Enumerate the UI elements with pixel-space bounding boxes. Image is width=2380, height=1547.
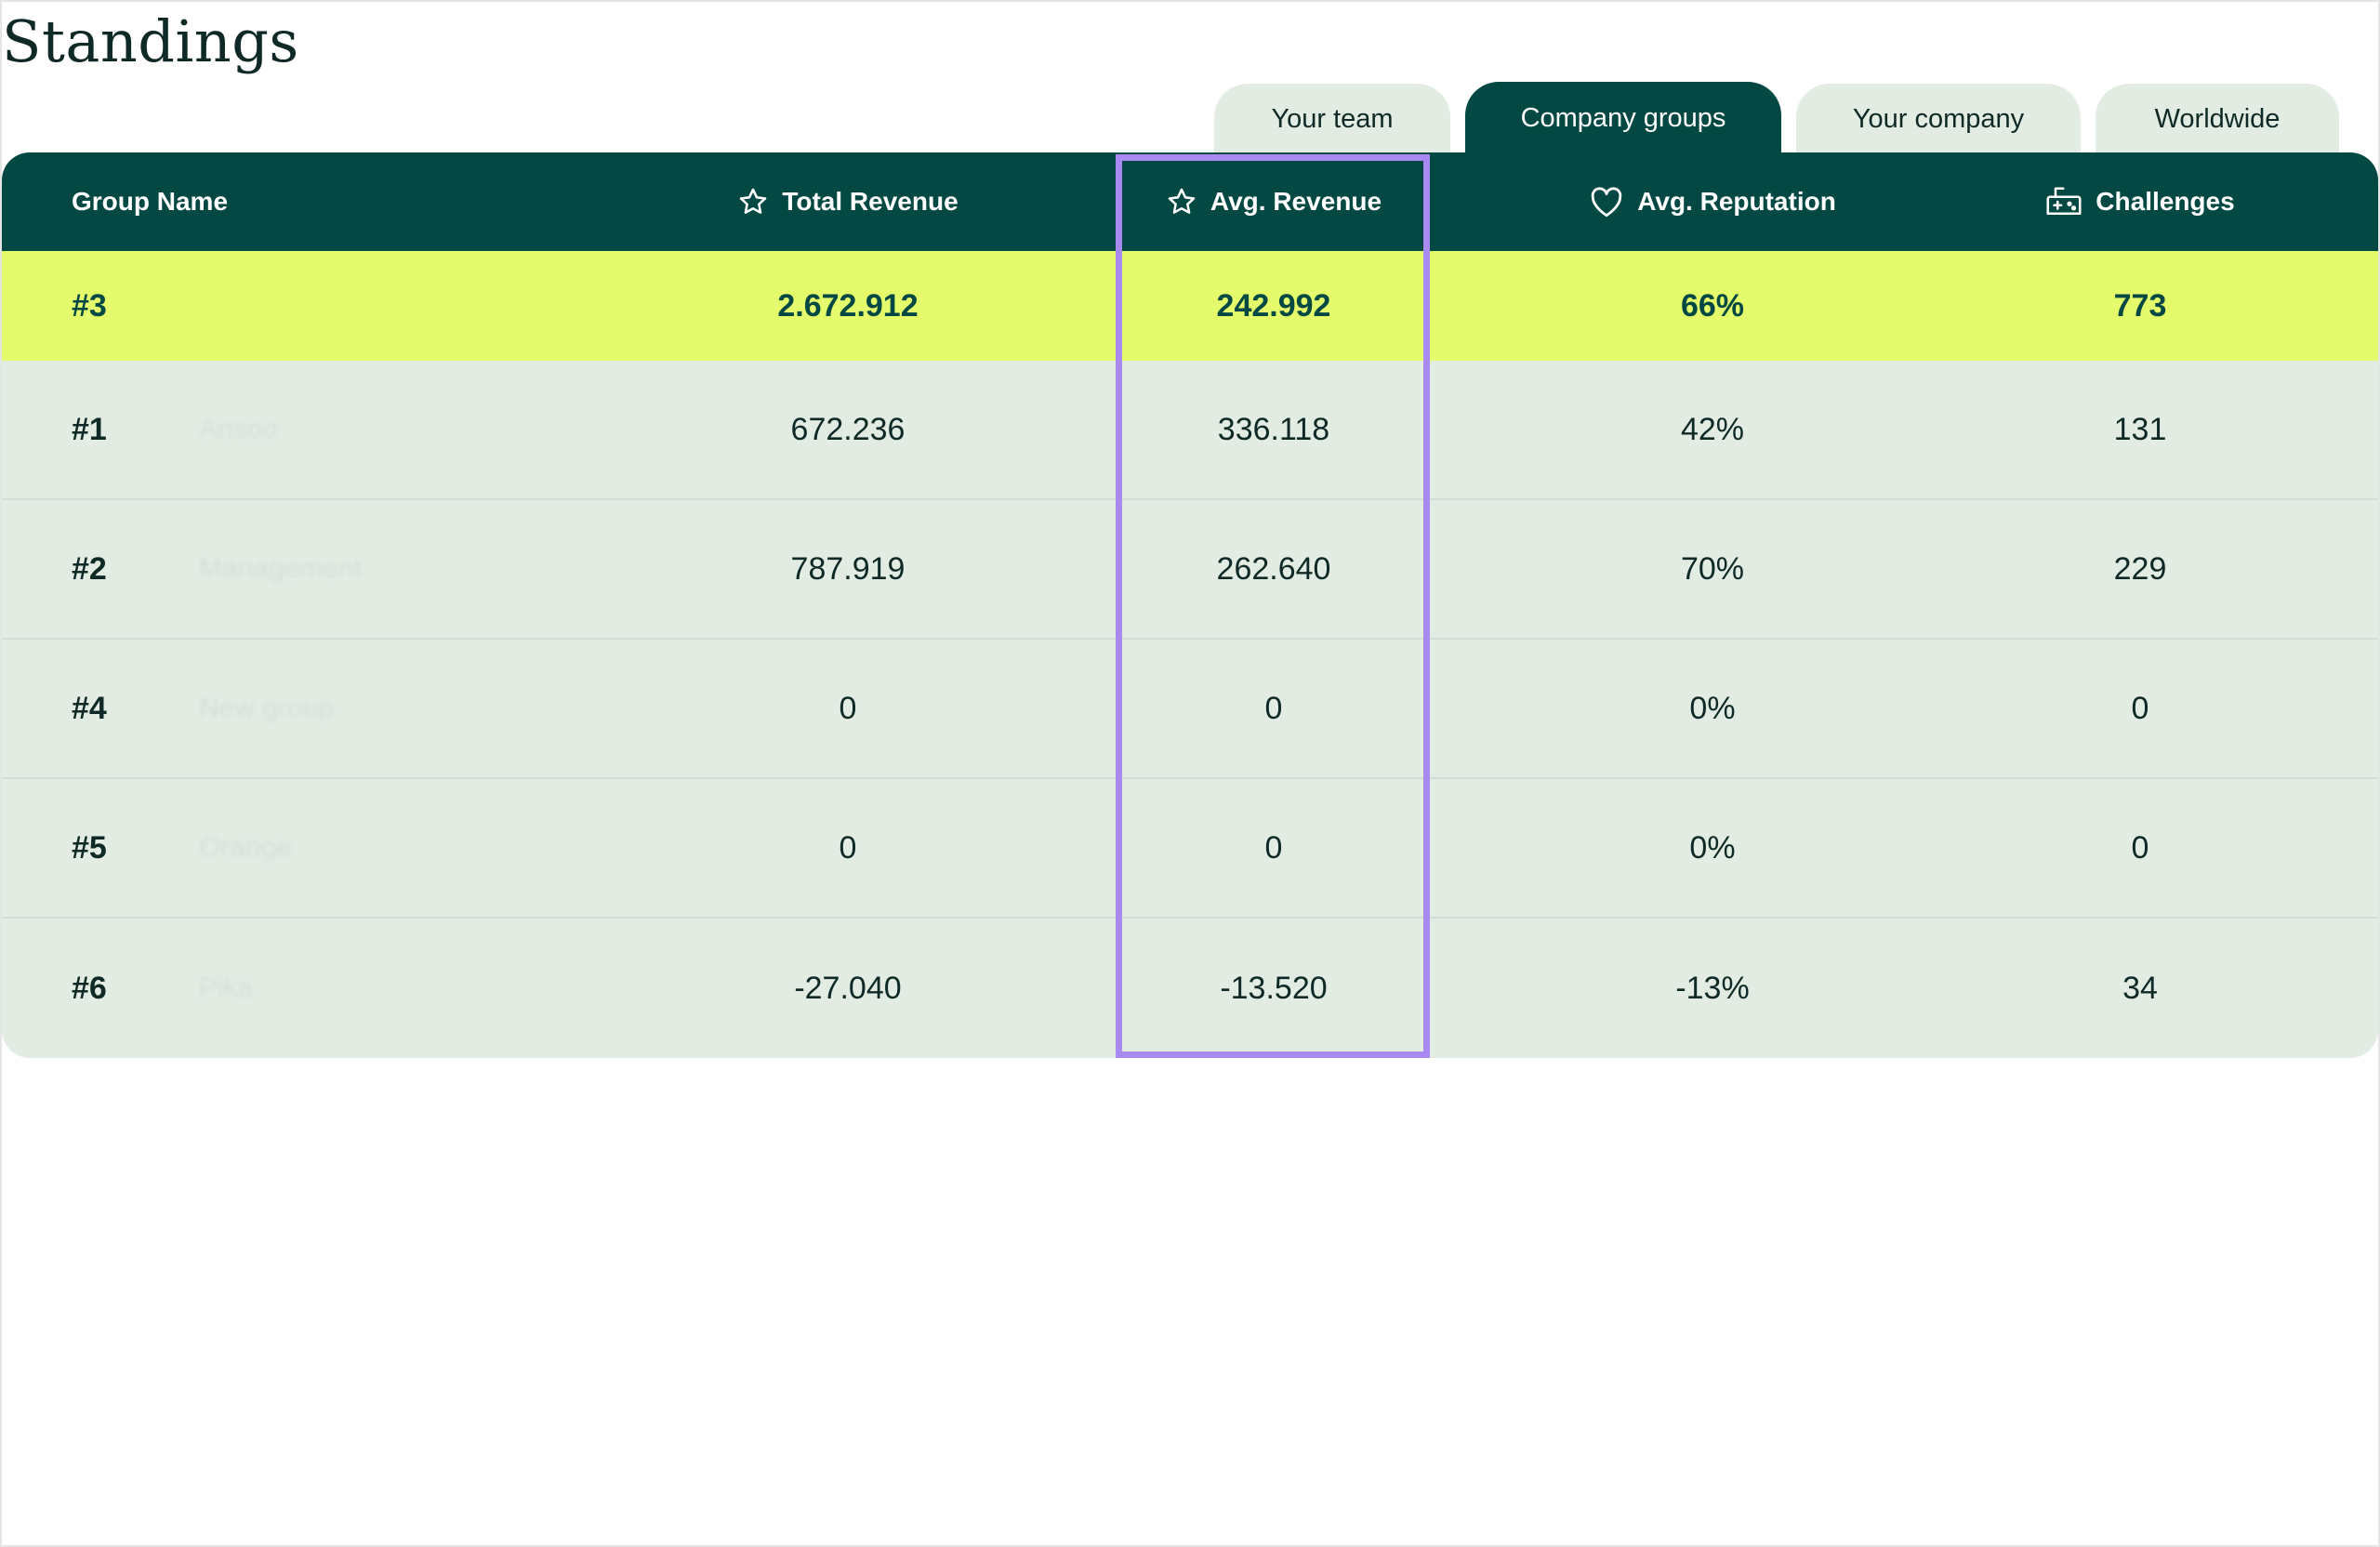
avg-reputation: 66% [1680,287,1745,324]
avg-reputation: -13% [1675,970,1750,1006]
tab-company-groups[interactable]: Company groups [1465,82,1781,154]
table-row[interactable]: #4 New group 0 0 0% 0 [2,640,2378,779]
total-revenue: 672.236 [790,411,906,447]
avg-revenue: 0 [1264,690,1283,726]
tab-your-company[interactable]: Your company [1796,84,2081,154]
heart-icon [1591,187,1622,218]
total-revenue: 787.919 [790,550,906,587]
header-group-name[interactable]: Group Name [72,152,228,251]
table-row[interactable]: #5 Orange 0 0 0% 0 [2,779,2378,919]
avg-revenue: 336.118 [1217,411,1330,447]
avg-reputation: 0% [1689,829,1736,866]
total-revenue: 0 [839,829,857,866]
table-row[interactable]: #2 Management 787.919 262.640 70% 229 [2,500,2378,640]
avg-reputation: 70% [1680,550,1745,587]
header-challenges[interactable]: Challenges [1954,152,2326,251]
avg-revenue: 0 [1264,829,1283,866]
header-total-revenue-label: Total Revenue [782,187,959,216]
rank: #5 [72,829,107,866]
group-name: Orange [199,832,293,863]
header-avg-revenue[interactable]: Avg. Revenue [1117,152,1430,251]
avg-revenue: 262.640 [1216,550,1331,587]
challenges: 773 [2113,287,2167,324]
rank: #2 [72,550,107,587]
tab-worldwide[interactable]: Worldwide [2096,84,2339,154]
standings-tabs: Your team Company groups Your company Wo… [0,82,2380,154]
header-group-name-label: Group Name [72,187,229,216]
total-revenue: 0 [839,690,857,726]
rank: #6 [72,970,107,1006]
challenges: 229 [2113,550,2167,587]
group-name: Pika [199,972,254,1003]
header-total-revenue[interactable]: Total Revenue [615,152,1080,251]
tab-your-team[interactable]: Your team [1214,84,1450,154]
group-name: Ansoo [199,414,279,444]
challenges: 34 [2122,970,2158,1006]
avg-reputation: 0% [1689,690,1736,726]
avg-revenue: 242.992 [1216,287,1331,324]
gamepad-icon [2046,187,2082,216]
standings-table: Group Name Total Revenue Avg. Revenue Av… [2,152,2378,1058]
header-avg-reputation[interactable]: Avg. Reputation [1489,152,1936,251]
table-row[interactable]: #6 Pika -27.040 -13.520 -13% 34 [2,919,2378,1058]
rank: #1 [72,411,107,447]
total-revenue: 2.672.912 [777,287,919,324]
rank: #3 [72,287,107,324]
header-avg-reputation-label: Avg. Reputation [1637,187,1836,216]
star-icon [1168,188,1196,214]
header-challenges-label: Challenges [2096,187,2235,216]
table-header: Group Name Total Revenue Avg. Revenue Av… [2,152,2378,251]
table-row-own-group[interactable]: #3 2.672.912 242.992 66% 773 [2,251,2378,361]
header-avg-revenue-label: Avg. Revenue [1210,187,1382,216]
page-title: Standings [2,7,299,75]
rank: #4 [72,690,107,726]
challenges: 131 [2113,411,2167,447]
challenges: 0 [2131,829,2149,866]
avg-revenue: -13.520 [1220,970,1328,1006]
group-name: Management [199,553,363,584]
avg-reputation: 42% [1680,411,1745,447]
star-icon [740,188,767,214]
group-name: New group [199,693,335,723]
table-row[interactable]: #1 Ansoo 672.236 336.118 42% 131 [2,361,2378,500]
total-revenue: -27.040 [794,970,902,1006]
challenges: 0 [2131,690,2149,726]
